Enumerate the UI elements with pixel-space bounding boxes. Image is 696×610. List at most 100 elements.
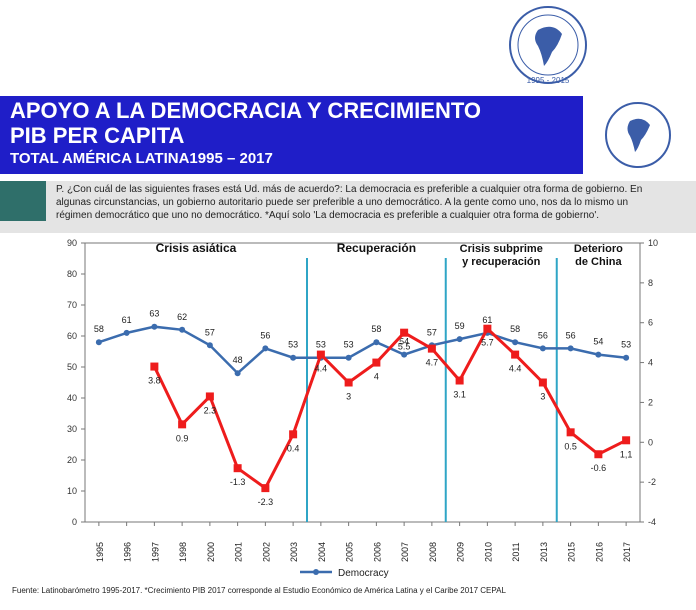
x-axis-tick-label: 2015 bbox=[567, 542, 577, 562]
x-axis-tick-label: 2002 bbox=[261, 542, 271, 562]
right-axis-tick-label: 2 bbox=[648, 397, 653, 407]
democracy-line bbox=[98, 325, 627, 375]
democracy-data-label: 61 bbox=[122, 315, 132, 325]
gdp-growth-point bbox=[511, 350, 520, 359]
x-axis-tick-label: 2016 bbox=[594, 542, 604, 562]
left-axis-tick-label: 80 bbox=[67, 269, 77, 279]
democracy-data-label: 56 bbox=[260, 330, 270, 340]
gdp-growth-data-label: 3 bbox=[540, 392, 545, 402]
gdp-growth-data-label: 3.1 bbox=[453, 390, 466, 400]
gdp-growth-data-label: 4.4 bbox=[509, 364, 522, 374]
democracy-data-label: 56 bbox=[538, 330, 548, 340]
gdp-growth-point bbox=[372, 358, 381, 367]
logo-years: 1995 - 2015 bbox=[527, 76, 570, 85]
gdp-growth-data-label: 1,1 bbox=[620, 449, 633, 459]
x-axis-tick-label: 2017 bbox=[622, 542, 632, 562]
x-axis-tick-label: 2005 bbox=[345, 542, 355, 562]
gdp-growth-point bbox=[483, 324, 492, 333]
right-axis-tick-label: 6 bbox=[648, 318, 653, 328]
legend-democracy-marker bbox=[313, 569, 319, 575]
democracy-data-label: 53 bbox=[621, 340, 631, 350]
gdp-growth-data-label: -1.3 bbox=[230, 477, 246, 487]
democracy-data-label: 56 bbox=[566, 330, 576, 340]
democracy-data-label: 54 bbox=[593, 337, 603, 347]
left-axis-tick-label: 60 bbox=[67, 331, 77, 341]
democracy-data-label: 62 bbox=[177, 312, 187, 322]
x-axis-tick-label: 2000 bbox=[206, 542, 216, 562]
right-axis-tick-label: 10 bbox=[648, 238, 658, 248]
democracy-data-label: 53 bbox=[316, 340, 326, 350]
gdp-growth-data-label: -0.6 bbox=[591, 463, 607, 473]
latinobarometro-logo: 1995 - 2015 bbox=[509, 6, 587, 85]
gdp-growth-point bbox=[594, 450, 603, 459]
gdp-growth-point bbox=[233, 464, 242, 473]
x-axis-tick-label: 1998 bbox=[178, 542, 188, 562]
gdp-growth-data-label: 5.5 bbox=[398, 342, 411, 352]
democracy-point bbox=[623, 354, 630, 361]
democracy-point bbox=[179, 326, 186, 333]
x-axis-tick-label: 1995 bbox=[95, 542, 105, 562]
gdp-growth-point bbox=[566, 428, 575, 437]
left-axis-tick-label: 70 bbox=[67, 300, 77, 310]
gdp-growth-data-label: 4.4 bbox=[315, 364, 328, 374]
democracy-data-label: 53 bbox=[288, 340, 298, 350]
period-label: Deterioro bbox=[574, 243, 623, 255]
gdp-growth-point bbox=[261, 484, 270, 493]
gdp-growth-data-label: 5.7 bbox=[481, 338, 494, 348]
period-label: y recuperación bbox=[462, 256, 541, 268]
legend-democracy-label: Democracy bbox=[338, 568, 389, 579]
democracy-data-label: 48 bbox=[233, 355, 243, 365]
democracy-data-label: 58 bbox=[510, 324, 520, 334]
democracy-point bbox=[539, 345, 546, 352]
title-banner: APOYO A LA DEMOCRACIA Y CRECIMIENTO PIB … bbox=[0, 96, 583, 174]
x-axis-tick-label: 2010 bbox=[483, 542, 493, 562]
democracy-point bbox=[123, 329, 130, 336]
x-axis-tick-label: 2009 bbox=[456, 542, 466, 562]
democracy-point bbox=[567, 345, 574, 352]
democracy-point bbox=[595, 351, 602, 358]
right-axis-tick-label: 4 bbox=[648, 358, 653, 368]
period-label: de China bbox=[575, 256, 622, 268]
democracy-point bbox=[512, 339, 519, 346]
democracy-point bbox=[456, 336, 463, 343]
x-axis-tick-label: 1996 bbox=[123, 542, 133, 562]
democracy-data-label: 54 bbox=[399, 337, 409, 347]
gdp-growth-data-label: 0.9 bbox=[176, 433, 189, 443]
gdp-growth-data-label: 0.5 bbox=[564, 441, 577, 451]
democracy-point bbox=[290, 354, 297, 361]
gdp-growth-point bbox=[427, 344, 436, 353]
left-axis-tick-label: 40 bbox=[67, 393, 77, 403]
gdp-growth-point bbox=[150, 362, 159, 371]
democracy-data-label: 61 bbox=[482, 315, 492, 325]
democracy-point bbox=[373, 339, 380, 346]
gdp-growth-point bbox=[316, 350, 325, 359]
gdp-growth-data-label: 4 bbox=[374, 372, 379, 382]
period-label: Crisis asiática bbox=[156, 241, 237, 255]
x-axis-tick-label: 2003 bbox=[289, 542, 299, 562]
left-axis-tick-label: 90 bbox=[67, 238, 77, 248]
gdp-growth-point bbox=[344, 378, 353, 387]
democracy-point bbox=[234, 370, 241, 377]
right-axis-tick-label: -2 bbox=[648, 477, 656, 487]
gdp-growth-point bbox=[178, 420, 187, 429]
gdp-growth-data-label: 3.8 bbox=[148, 376, 161, 386]
latinobarometro-logo-small bbox=[605, 102, 671, 168]
x-axis-tick-label: 2008 bbox=[428, 542, 438, 562]
x-axis-tick-label: 2013 bbox=[539, 542, 549, 562]
question-text: P. ¿Con cuál de las siguientes frases es… bbox=[56, 184, 643, 221]
plot-area bbox=[84, 242, 641, 523]
page-title: APOYO A LA DEMOCRACIA Y CRECIMIENTO PIB … bbox=[10, 98, 580, 148]
gdp-growth-point bbox=[622, 436, 631, 445]
period-label: Crisis subprime bbox=[460, 243, 543, 255]
period-label: Recuperación bbox=[337, 241, 416, 255]
x-axis-tick-label: 2007 bbox=[400, 542, 410, 562]
democracy-data-label: 57 bbox=[427, 327, 437, 337]
democracy-data-label: 63 bbox=[149, 309, 159, 319]
right-axis-tick-label: 0 bbox=[648, 437, 653, 447]
x-axis-tick-label: 1997 bbox=[150, 542, 160, 562]
democracy-point bbox=[345, 354, 352, 361]
left-axis-tick-label: 30 bbox=[67, 424, 77, 434]
democracy-data-label: 59 bbox=[455, 321, 465, 331]
gdp-growth-point bbox=[289, 430, 298, 439]
x-axis-tick-label: 2004 bbox=[317, 542, 327, 562]
